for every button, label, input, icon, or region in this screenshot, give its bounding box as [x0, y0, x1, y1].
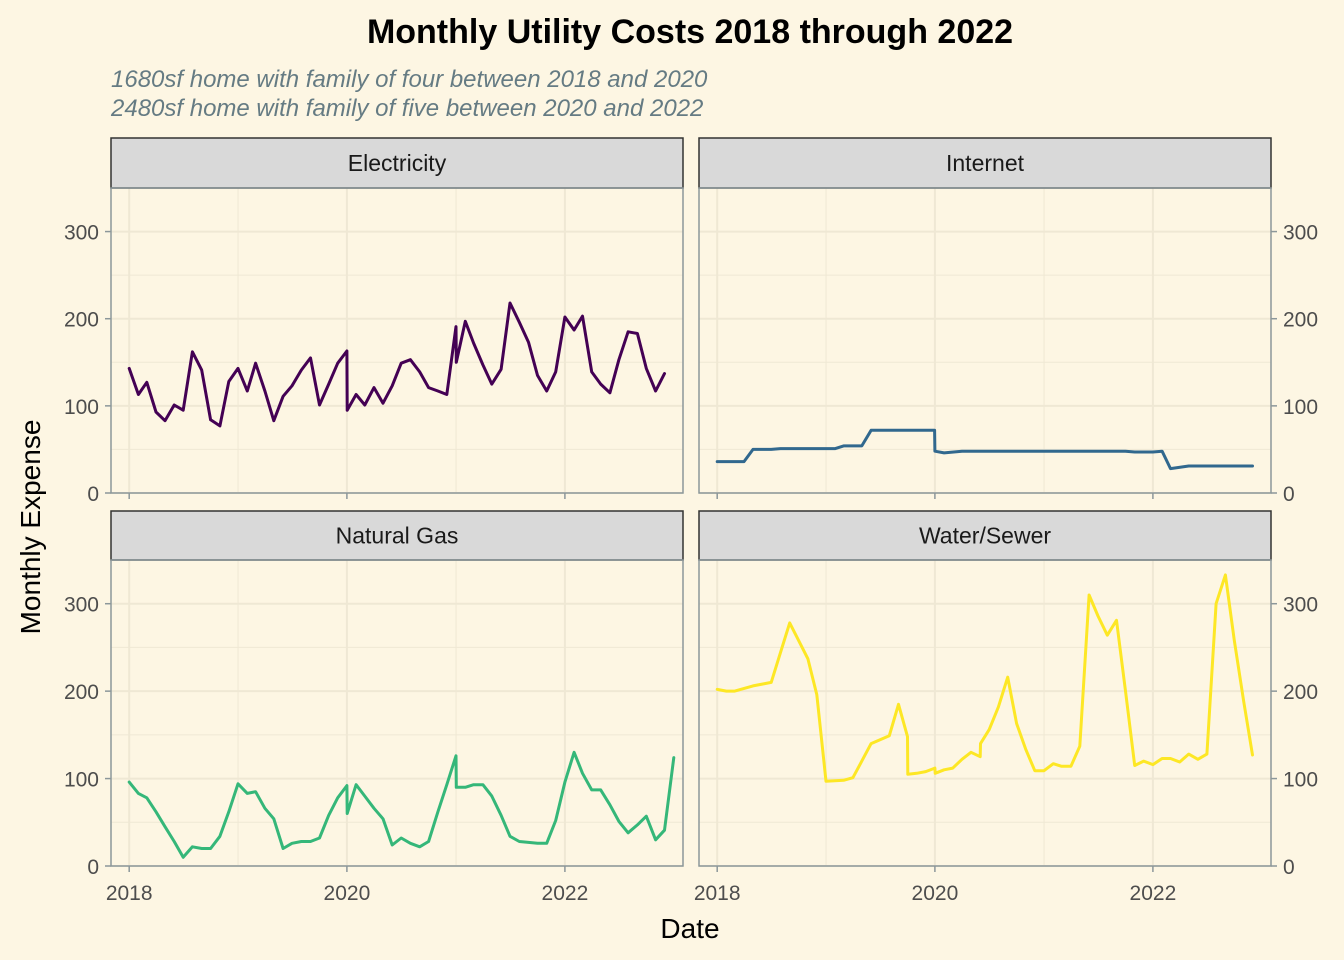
y-tick-label: 0 [87, 856, 99, 879]
y-tick-label: 100 [1283, 769, 1318, 792]
panel-border [698, 187, 1272, 494]
chart-subtitle-line-2: 2480sf home with family of five between … [110, 95, 703, 122]
x-tick-label: 2022 [542, 882, 589, 905]
facet-strip [110, 137, 684, 189]
x-tick-label: 2018 [106, 882, 153, 905]
panel-border [110, 187, 684, 494]
y-tick-label: 300 [1283, 222, 1318, 245]
panel-water-sewer: Water/Sewer 0 100 200 300 2018 2020 2022 [694, 510, 1318, 905]
facet-strip [698, 137, 1272, 189]
facet-strip-label: Internet [946, 150, 1025, 176]
chart-subtitle-line-1: 1680sf home with family of four between … [111, 66, 708, 93]
y-tick-label: 200 [64, 681, 99, 704]
facet-strip [110, 510, 684, 561]
series-line-natural-gas [127, 750, 676, 859]
x-axis-title: Date [660, 913, 719, 944]
facet-strip-label: Natural Gas [336, 523, 459, 549]
x-tick-label: 2018 [694, 882, 741, 905]
facet-strip-label: Water/Sewer [919, 523, 1051, 549]
panel-border [110, 559, 684, 867]
y-tick-label: 200 [1283, 309, 1318, 332]
panel-natural-gas: Natural Gas 0 100 200 300 2018 2020 2022 [64, 510, 684, 905]
y-tick-label: 0 [1283, 483, 1295, 506]
panel-border [698, 559, 1272, 867]
y-tick-label: 300 [64, 594, 99, 617]
x-tick-label: 2020 [324, 882, 371, 905]
y-tick-label: 0 [1283, 856, 1295, 879]
series-line-water-sewer [715, 573, 1254, 783]
y-tick-label: 100 [1283, 396, 1318, 419]
series-line-electricity [127, 301, 666, 428]
facet-panels: Electricity0100200300Internet0100200300N… [64, 137, 1318, 905]
y-tick-label: 100 [64, 769, 99, 792]
panel-internet: Internet 0 100 200 300 [698, 137, 1318, 506]
y-tick-label: 100 [64, 396, 99, 419]
facet-strip-label: Electricity [348, 150, 447, 176]
y-axis-title: Monthly Expense [15, 420, 46, 635]
y-tick-label: 300 [1283, 594, 1318, 617]
x-tick-label: 2020 [912, 882, 959, 905]
y-tick-label: 200 [1283, 681, 1318, 704]
facet-strip [698, 510, 1272, 561]
y-tick-label: 200 [64, 309, 99, 332]
panel-electricity: Electricity 0 100 200 300 [64, 137, 684, 506]
series-line-internet [715, 428, 1254, 471]
y-tick-label: 300 [64, 222, 99, 245]
y-tick-label: 0 [87, 483, 99, 506]
x-tick-label: 2022 [1130, 882, 1177, 905]
chart-title: Monthly Utility Costs 2018 through 2022 [367, 13, 1013, 51]
